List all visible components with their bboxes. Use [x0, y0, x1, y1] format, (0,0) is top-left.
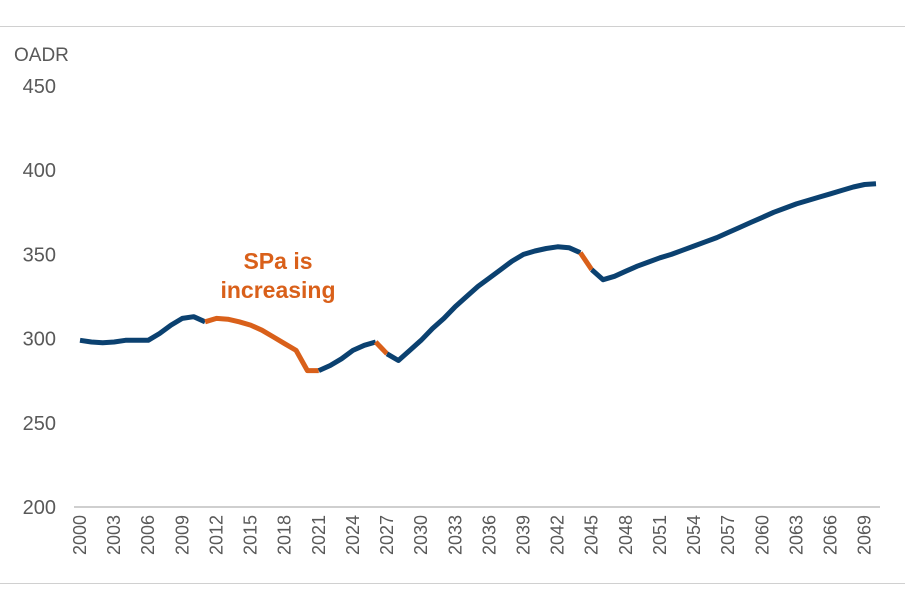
x-tick-label: 2054 — [684, 515, 704, 555]
y-tick-label: 300 — [23, 329, 56, 351]
x-tick-label: 2057 — [718, 515, 738, 555]
x-tick-label: 2009 — [172, 515, 192, 555]
top-border — [0, 26, 905, 27]
bottom-border — [0, 583, 905, 584]
x-tick-label: 2030 — [411, 515, 431, 555]
x-tick-label: 2060 — [752, 515, 772, 555]
x-tick-label: 2069 — [855, 515, 875, 555]
y-tick-labels: 200 250 300 350 400 450 — [23, 76, 56, 519]
x-tick-label: 2048 — [616, 515, 636, 555]
y-tick-label: 200 — [23, 497, 56, 519]
series-segment-highlight — [578, 251, 594, 271]
x-tick-label: 2051 — [650, 515, 670, 555]
y-axis-label: OADR — [14, 45, 69, 66]
annotation-line-1: SPa is — [243, 248, 312, 274]
x-tick-label: 2027 — [377, 515, 397, 555]
x-tick-label: 2018 — [275, 515, 295, 555]
x-tick-label: 2006 — [138, 515, 158, 555]
x-tick-label: 2066 — [821, 515, 841, 555]
x-tick-label: 2012 — [206, 515, 226, 555]
y-tick-label: 450 — [23, 76, 56, 98]
y-tick-label: 250 — [23, 413, 56, 435]
x-tick-label: 2015 — [241, 515, 261, 555]
x-tick-label: 2000 — [70, 515, 90, 555]
x-tick-label: 2003 — [104, 515, 124, 555]
x-tick-label: 2042 — [548, 515, 568, 555]
y-tick-label: 400 — [23, 160, 56, 182]
x-tick-label: 2024 — [343, 515, 363, 555]
x-tick-label: 2036 — [479, 515, 499, 555]
x-tick-labels: 2000 2003 2006 2009 2012 2015 2018 2021 2024 2027… — [70, 515, 875, 555]
annotation-line-2: increasing — [220, 277, 335, 303]
x-tick-label: 2039 — [513, 515, 533, 555]
x-tick-label: 2063 — [786, 515, 806, 555]
x-tick-label: 2033 — [445, 515, 465, 555]
series-segment — [590, 181, 877, 283]
series-segment-highlight — [204, 315, 319, 374]
series-segment — [79, 314, 207, 346]
y-tick-label: 350 — [23, 244, 56, 266]
oadr-series — [79, 181, 877, 374]
series-segment — [385, 244, 582, 363]
x-tick-label: 2021 — [309, 515, 329, 555]
series-segment-highlight — [373, 340, 389, 356]
series-segment — [317, 339, 377, 373]
x-tick-label: 2045 — [582, 515, 602, 555]
